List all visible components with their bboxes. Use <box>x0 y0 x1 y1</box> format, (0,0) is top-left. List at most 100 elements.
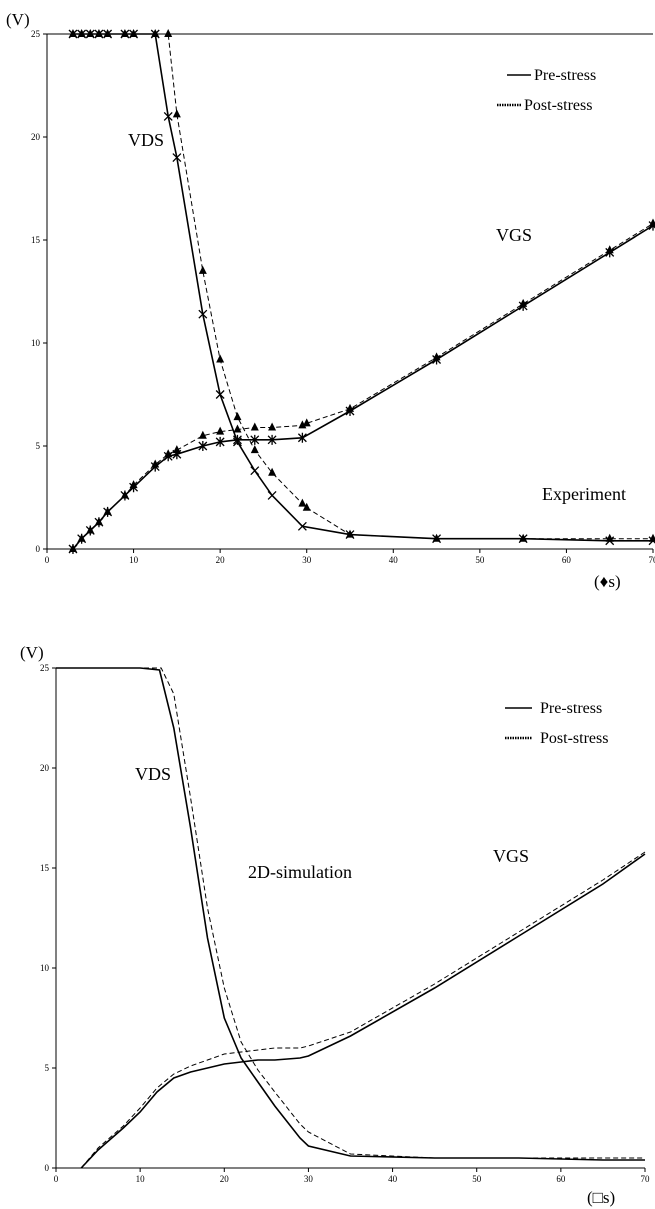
triangle-marker <box>519 298 528 307</box>
x-tick-label: 50 <box>472 1174 482 1184</box>
y-tick-label: 5 <box>45 1063 50 1073</box>
legend-post-stress-label: Post-stress <box>540 730 608 747</box>
triangle-marker <box>298 420 307 429</box>
y-tick-label: 0 <box>36 544 41 554</box>
y-tick-label: 15 <box>31 235 41 245</box>
triangle-marker <box>250 445 259 454</box>
vds-curve-label: VDS <box>128 130 164 150</box>
x-marker <box>163 111 173 121</box>
vds-dashed-line <box>73 33 653 540</box>
triangle-marker <box>216 354 225 363</box>
x-tick-label: 70 <box>641 1174 651 1184</box>
vgs-dashed-line <box>72 223 654 550</box>
triangle-marker <box>302 418 311 427</box>
vgs-curve-label: VGS <box>496 225 532 245</box>
x-marker <box>297 521 307 531</box>
triangle-marker <box>649 218 655 227</box>
x-tick-label: 0 <box>54 1174 59 1184</box>
triangle-marker <box>233 424 242 433</box>
triangle-marker <box>302 502 311 511</box>
triangle-marker <box>519 533 528 542</box>
x-tick-label: 30 <box>304 1174 314 1184</box>
legend: Pre-stress Post-stress <box>497 67 596 114</box>
legend-post-stress-label: Post-stress <box>524 97 592 114</box>
asterisk-marker <box>198 441 208 451</box>
tick-group: 0 10 20 30 40 50 60 70 0 5 10 15 20 25 <box>31 29 655 565</box>
legend-pre-stress-label: Pre-stress <box>540 700 602 717</box>
triangle-marker <box>298 498 307 507</box>
triangle-marker <box>94 517 103 526</box>
triangle-marker <box>346 403 354 412</box>
x-tick-label: 40 <box>388 1174 398 1184</box>
x-tick-label: 10 <box>129 555 139 565</box>
triangle-marker <box>268 467 277 476</box>
x-marker <box>172 153 182 163</box>
asterisk-marker <box>267 434 277 445</box>
triangle-marker <box>605 245 614 254</box>
triangle-marker <box>68 544 77 552</box>
y-tick-label: 5 <box>36 441 41 451</box>
legend: Pre-stress Post-stress <box>505 700 608 747</box>
x-tick-label: 10 <box>136 1174 146 1184</box>
annotation-text: 2D-simulation <box>248 862 352 882</box>
triangle-marker <box>129 480 138 489</box>
tick-group: 0 10 20 30 40 50 60 70 0 5 10 15 20 25 <box>40 663 650 1184</box>
triangle-marker <box>605 533 614 542</box>
vds-curve-label: VDS <box>135 764 171 784</box>
x-tick-label: 20 <box>216 555 226 565</box>
x-unit-label: (♦s) <box>594 572 621 591</box>
asterisk-marker <box>232 434 242 445</box>
triangle-marker <box>268 422 277 431</box>
triangle-marker <box>151 29 160 37</box>
triangle-marker <box>172 109 181 118</box>
y-tick-label: 25 <box>31 29 41 39</box>
x-tick-label: 50 <box>475 555 485 565</box>
y-tick-label: 20 <box>31 132 41 142</box>
triangle-marker <box>129 29 138 37</box>
y-unit-label: (V) <box>20 643 44 662</box>
triangle-marker <box>103 506 112 515</box>
triangle-marker <box>346 529 354 538</box>
chart-experiment: 0 10 20 30 40 50 60 70 0 5 10 15 20 25 (V) (♦s) VDS V… <box>6 10 655 591</box>
asterisk-marker <box>297 432 307 443</box>
chart-2d-simulation: 0 10 20 30 40 50 60 70 0 5 10 15 20 25 (V) (□s) VDS V… <box>20 643 650 1207</box>
y-tick-label: 0 <box>45 1163 50 1173</box>
triangle-marker <box>649 533 655 542</box>
triangle-marker <box>250 422 259 431</box>
x-tick-label: 30 <box>302 555 312 565</box>
y-tick-label: 10 <box>40 963 50 973</box>
triangle-marker <box>164 449 173 458</box>
series-group <box>56 667 646 1169</box>
x-tick-label: 60 <box>556 1174 566 1184</box>
annotation-text: Experiment <box>542 484 626 504</box>
x-tick-label: 20 <box>220 1174 230 1184</box>
y-tick-label: 10 <box>31 338 41 348</box>
vds-dashed-line <box>56 667 645 1159</box>
triangle-marker <box>151 459 160 468</box>
triangle-marker <box>68 29 77 37</box>
triangle-marker <box>198 265 207 274</box>
x-tick-label: 60 <box>562 555 572 565</box>
triangle-marker <box>77 29 86 37</box>
x-marker <box>267 490 277 500</box>
triangle-marker <box>198 430 207 439</box>
vgs-dashed-line <box>80 851 646 1169</box>
x-tick-label: 70 <box>649 555 655 565</box>
triangle-marker <box>120 29 129 37</box>
triangle-marker <box>86 525 95 534</box>
vgs-solid-line <box>80 853 646 1169</box>
triangle-marker <box>94 29 103 37</box>
y-tick-label: 25 <box>40 663 50 673</box>
x-marker <box>250 466 260 476</box>
triangle-marker <box>432 352 441 361</box>
triangle-marker <box>216 426 225 435</box>
y-tick-label: 15 <box>40 863 50 873</box>
triangle-marker <box>172 445 181 454</box>
triangle-marker <box>432 533 441 542</box>
x-tick-label: 0 <box>45 555 50 565</box>
x-tick-label: 40 <box>389 555 399 565</box>
x-unit-label: (□s) <box>587 1188 615 1207</box>
vgs-curve-label: VGS <box>493 846 529 866</box>
y-unit-label: (V) <box>6 10 30 29</box>
